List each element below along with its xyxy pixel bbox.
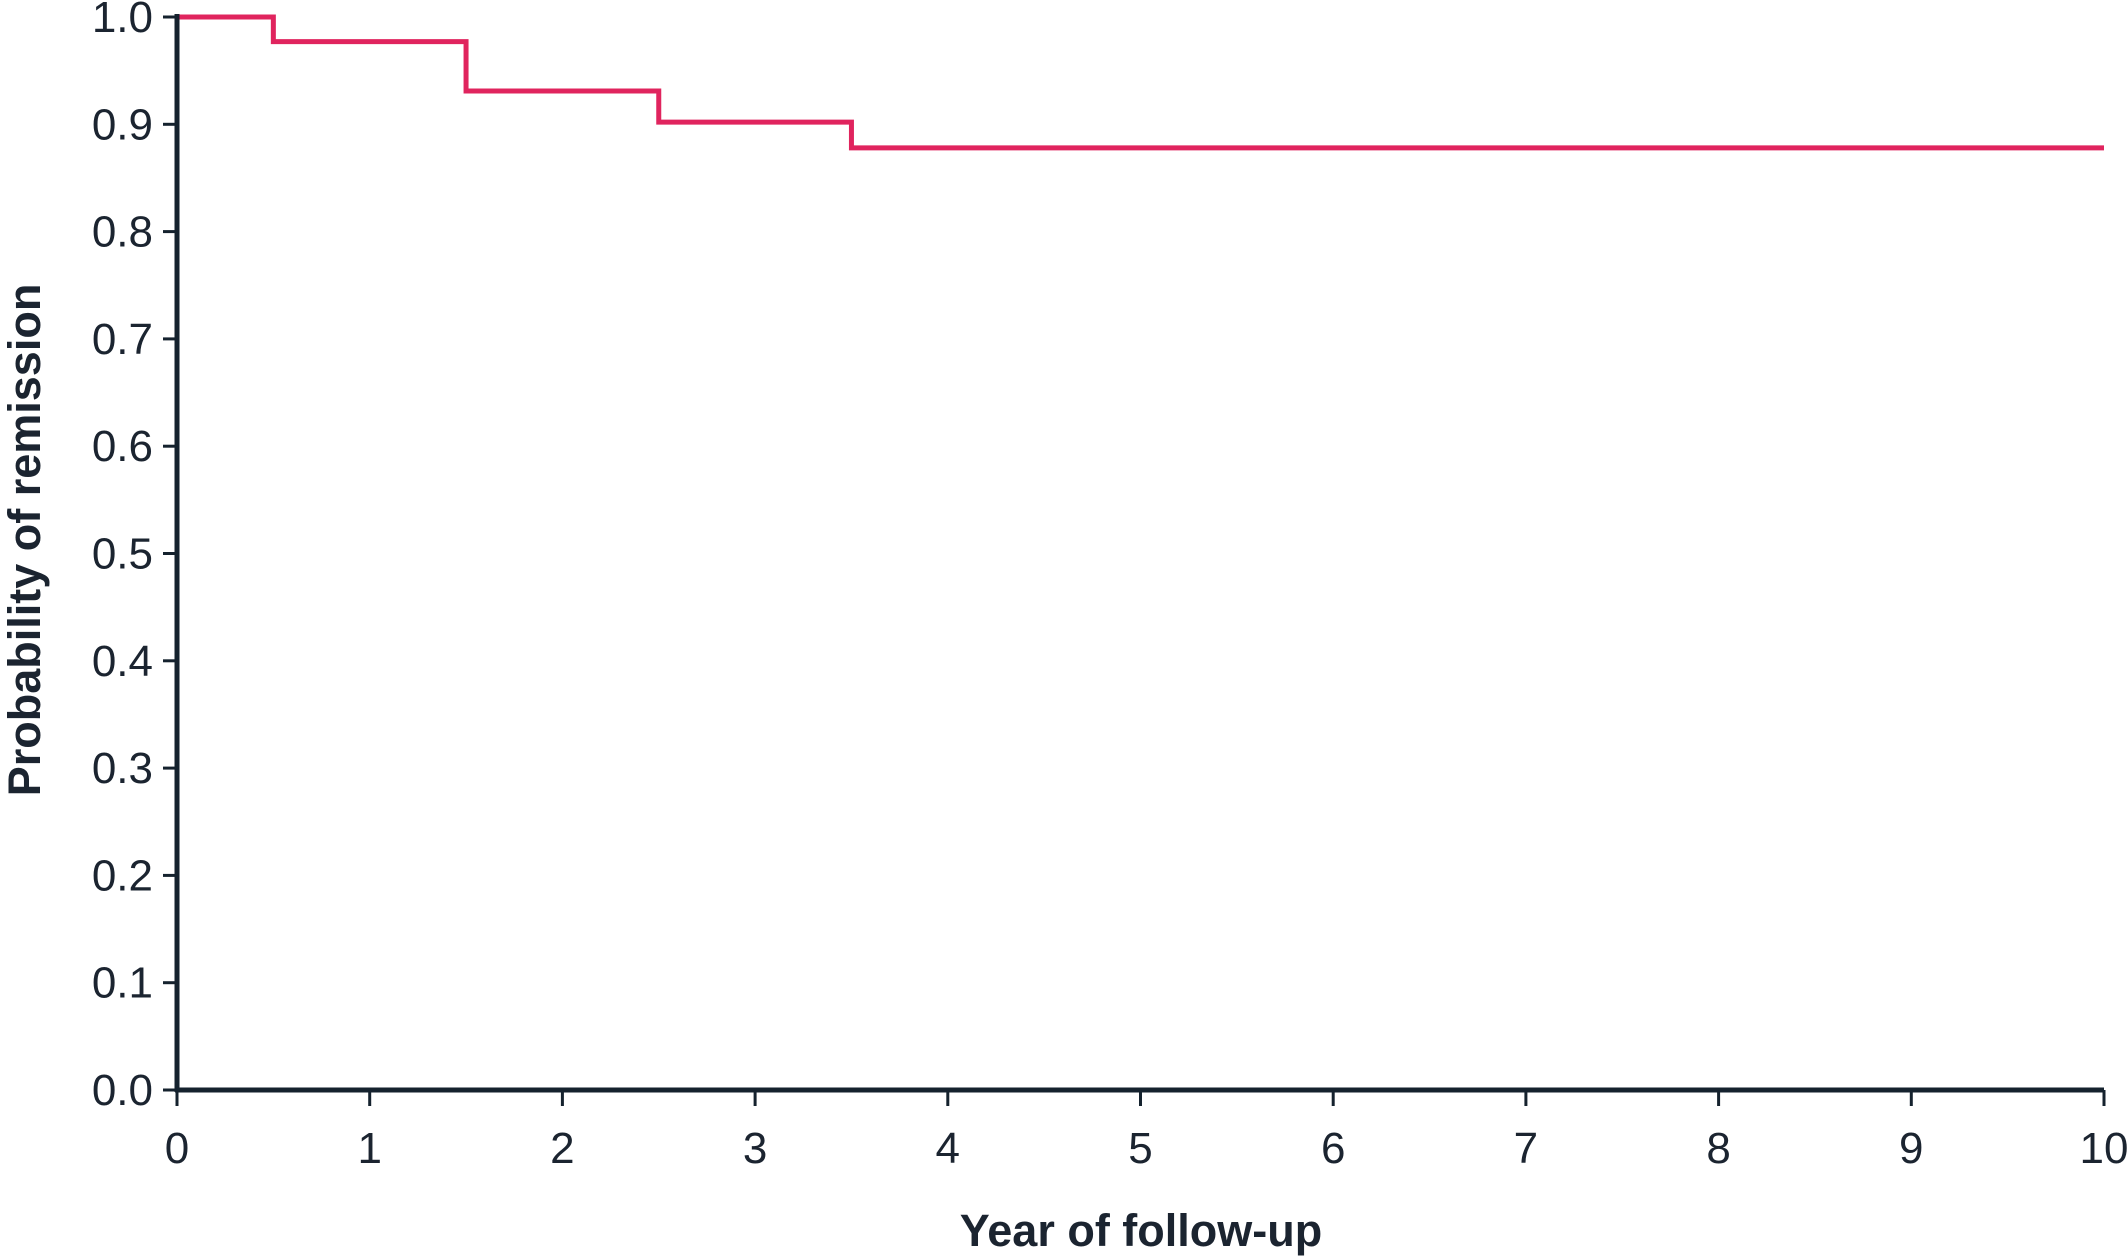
x-tick-label: 1 — [357, 1124, 381, 1173]
x-tick-label: 6 — [1321, 1124, 1345, 1173]
axes-layer — [163, 14, 2106, 1106]
x-tick-label: 7 — [1514, 1124, 1538, 1173]
y-tick-label: 0.6 — [92, 422, 153, 471]
x-tick-label: 4 — [936, 1124, 960, 1173]
x-tick-label: 8 — [1706, 1124, 1730, 1173]
x-tick-label: 5 — [1128, 1124, 1152, 1173]
y-tick-label: 1.0 — [92, 0, 153, 42]
y-tick-label: 0.7 — [92, 315, 153, 364]
y-tick-label: 0.8 — [92, 208, 153, 257]
x-tick-label: 0 — [165, 1124, 189, 1173]
y-tick-label: 0.9 — [92, 100, 153, 149]
x-tick-label: 9 — [1899, 1124, 1923, 1173]
labels-layer: 0.0 0.1 0.2 0.3 0.4 0.5 0.6 0.7 0.8 0.9 1.0 0 1 2 3 4 5 6… — [92, 0, 2128, 1173]
y-tick-label: 0.1 — [92, 959, 153, 1008]
x-axis-title: Year of follow-up — [960, 1205, 1323, 1256]
x-tick-label: 10 — [2080, 1124, 2128, 1173]
x-tick-label: 3 — [743, 1124, 767, 1173]
y-tick-label: 0.2 — [92, 851, 153, 900]
y-tick-label: 0.5 — [92, 530, 153, 579]
x-tick-label: 2 — [550, 1124, 574, 1173]
y-tick-label: 0.0 — [92, 1066, 153, 1115]
series-line — [177, 14, 2104, 151]
series-layer — [177, 14, 2104, 151]
y-axis-title: Probability of remission — [0, 284, 50, 797]
y-tick-label: 0.3 — [92, 744, 153, 793]
y-tick-label: 0.4 — [92, 637, 153, 686]
